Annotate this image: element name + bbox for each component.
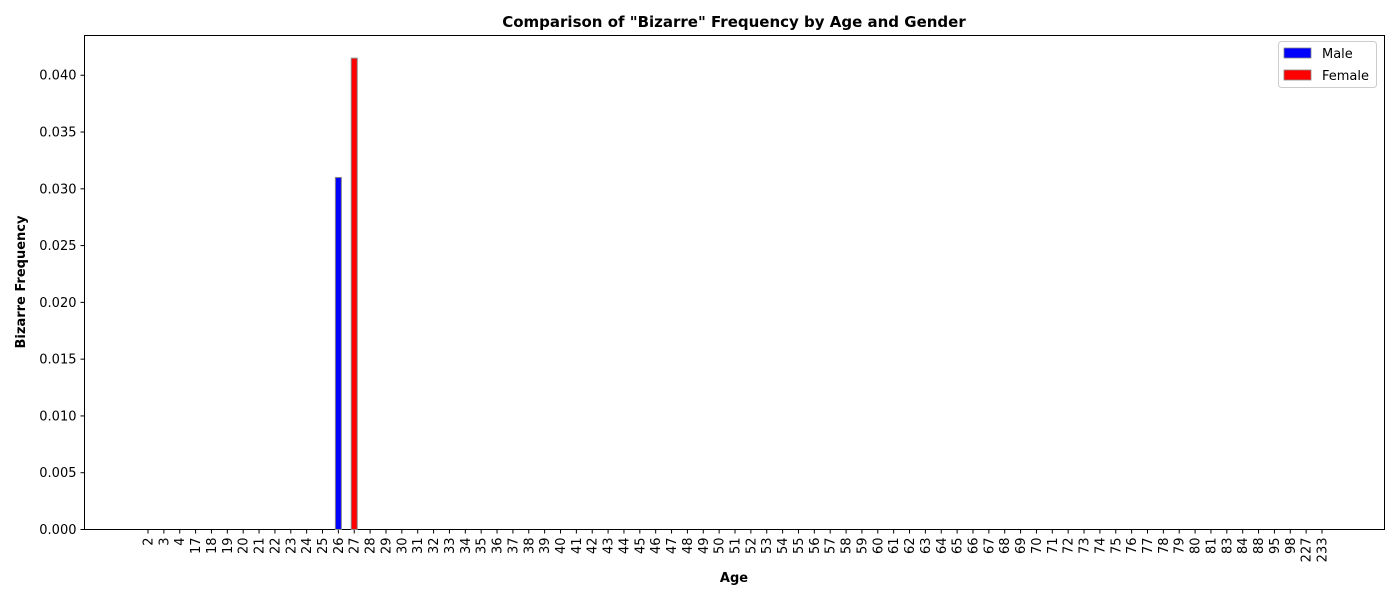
x-tick-label: 79 bbox=[1173, 538, 1188, 555]
x-tick-label: 31 bbox=[411, 538, 426, 555]
x-tick-label: 58 bbox=[840, 538, 855, 555]
x-tick-label: 36 bbox=[491, 538, 506, 555]
chart-title: Comparison of "Bizarre" Frequency by Age… bbox=[502, 13, 966, 31]
y-tick-label: 0.035 bbox=[39, 126, 76, 141]
x-tick-label: 23 bbox=[284, 538, 299, 555]
x-tick-label: 54 bbox=[776, 538, 791, 555]
x-tick-label: 98 bbox=[1284, 538, 1299, 555]
x-tick-label: 84 bbox=[1236, 538, 1251, 555]
y-tick-label: 0.015 bbox=[39, 353, 76, 368]
x-tick-label: 3 bbox=[157, 538, 172, 546]
x-tick-label: 65 bbox=[951, 538, 966, 555]
x-tick-label: 34 bbox=[459, 538, 474, 555]
y-axis-label: Bizarre Frequency bbox=[14, 215, 29, 348]
x-tick-label: 81 bbox=[1204, 538, 1219, 555]
x-tick-label: 47 bbox=[665, 538, 680, 555]
legend-label-male: Male bbox=[1322, 47, 1353, 62]
x-tick-label: 95 bbox=[1268, 538, 1283, 555]
legend: Male Female bbox=[1278, 41, 1377, 88]
x-tick-label: 21 bbox=[253, 538, 268, 555]
x-tick-label: 68 bbox=[998, 538, 1013, 555]
x-tick-label: 55 bbox=[792, 538, 807, 555]
x-tick-label: 71 bbox=[1046, 538, 1061, 555]
x-tick-label: 59 bbox=[855, 538, 870, 555]
x-tick-label: 50 bbox=[713, 538, 728, 555]
y-tick-label: 0.040 bbox=[39, 69, 76, 84]
plot-area bbox=[84, 35, 1385, 530]
x-tick-label: 80 bbox=[1189, 538, 1204, 555]
x-tick-label: 19 bbox=[221, 538, 236, 555]
x-tick-label: 48 bbox=[681, 538, 696, 555]
x-axis: 2 3 4 17 18 19 20 21 22 23 24 25 26 27 28 29 30 31 32 33 34 3… bbox=[142, 529, 1331, 563]
x-tick-label: 64 bbox=[935, 538, 950, 555]
x-tick-label: 41 bbox=[570, 538, 585, 555]
x-tick-label: 46 bbox=[649, 538, 664, 555]
x-tick-label: 69 bbox=[1014, 538, 1029, 555]
x-tick-label: 18 bbox=[205, 538, 220, 555]
bar-female-27 bbox=[350, 57, 358, 530]
legend-swatch-female bbox=[1283, 69, 1312, 81]
x-tick-label: 75 bbox=[1109, 538, 1124, 555]
y-axis: 0.000 0.005 0.010 0.015 0.020 0.025 0.030 0.035… bbox=[39, 69, 85, 538]
x-tick-label: 53 bbox=[760, 538, 775, 555]
x-tick-label: 33 bbox=[443, 538, 458, 555]
y-tick-label: 0.010 bbox=[39, 409, 76, 424]
x-tick-label: 32 bbox=[427, 538, 442, 555]
x-tick-label: 20 bbox=[237, 538, 252, 555]
x-tick-label: 63 bbox=[919, 538, 934, 555]
x-tick-label: 76 bbox=[1125, 538, 1140, 555]
x-tick-label: 43 bbox=[602, 538, 617, 555]
x-tick-label: 26 bbox=[332, 538, 347, 555]
x-tick-label: 39 bbox=[538, 538, 553, 555]
x-tick-label: 70 bbox=[1030, 538, 1045, 555]
x-tick-label: 51 bbox=[729, 538, 744, 555]
x-tick-label: 27 bbox=[348, 538, 363, 555]
x-tick-label: 88 bbox=[1252, 538, 1267, 555]
x-tick-label: 56 bbox=[808, 538, 823, 555]
x-tick-label: 35 bbox=[475, 538, 490, 555]
x-tick-label: 60 bbox=[871, 538, 886, 555]
x-tick-label: 77 bbox=[1141, 538, 1156, 555]
x-tick-label: 67 bbox=[982, 538, 997, 555]
bar-male-26 bbox=[334, 176, 342, 531]
x-tick-label: 83 bbox=[1220, 538, 1235, 555]
x-tick-label: 40 bbox=[554, 538, 569, 555]
x-tick-label: 17 bbox=[189, 538, 204, 555]
x-tick-label: 24 bbox=[300, 538, 315, 555]
x-tick-label: 4 bbox=[173, 538, 188, 546]
x-tick-label: 37 bbox=[506, 538, 521, 555]
x-tick-label: 45 bbox=[633, 538, 648, 555]
y-tick-label: 0.020 bbox=[39, 296, 76, 311]
x-tick-label: 44 bbox=[617, 538, 632, 555]
x-tick-label: 2 bbox=[142, 538, 157, 546]
legend-swatch-male bbox=[1283, 47, 1312, 59]
x-tick-label: 28 bbox=[364, 538, 379, 555]
x-tick-label: 72 bbox=[1062, 538, 1077, 555]
y-tick-label: 0.030 bbox=[39, 182, 76, 197]
x-axis-label: Age bbox=[720, 571, 748, 586]
bars bbox=[334, 57, 358, 531]
x-tick-label: 49 bbox=[697, 538, 712, 555]
x-tick-label: 66 bbox=[966, 538, 981, 555]
y-tick-label: 0.000 bbox=[39, 523, 76, 538]
x-tick-label: 29 bbox=[379, 538, 394, 555]
x-tick-label: 227 bbox=[1300, 538, 1315, 563]
x-tick-label: 22 bbox=[268, 538, 283, 555]
x-tick-label: 233 bbox=[1316, 538, 1331, 563]
x-tick-label: 30 bbox=[395, 538, 410, 555]
x-tick-label: 25 bbox=[316, 538, 331, 555]
x-tick-label: 52 bbox=[744, 538, 759, 555]
x-tick-label: 78 bbox=[1157, 538, 1172, 555]
y-tick-label: 0.005 bbox=[39, 466, 76, 481]
y-tick-label: 0.025 bbox=[39, 239, 76, 254]
x-tick-label: 38 bbox=[522, 538, 537, 555]
x-tick-label: 42 bbox=[586, 538, 601, 555]
x-tick-label: 61 bbox=[887, 538, 902, 555]
x-tick-label: 57 bbox=[824, 538, 839, 555]
x-tick-label: 62 bbox=[903, 538, 918, 555]
legend-label-female: Female bbox=[1322, 69, 1369, 84]
x-tick-label: 73 bbox=[1078, 538, 1093, 555]
x-tick-label: 74 bbox=[1093, 538, 1108, 555]
